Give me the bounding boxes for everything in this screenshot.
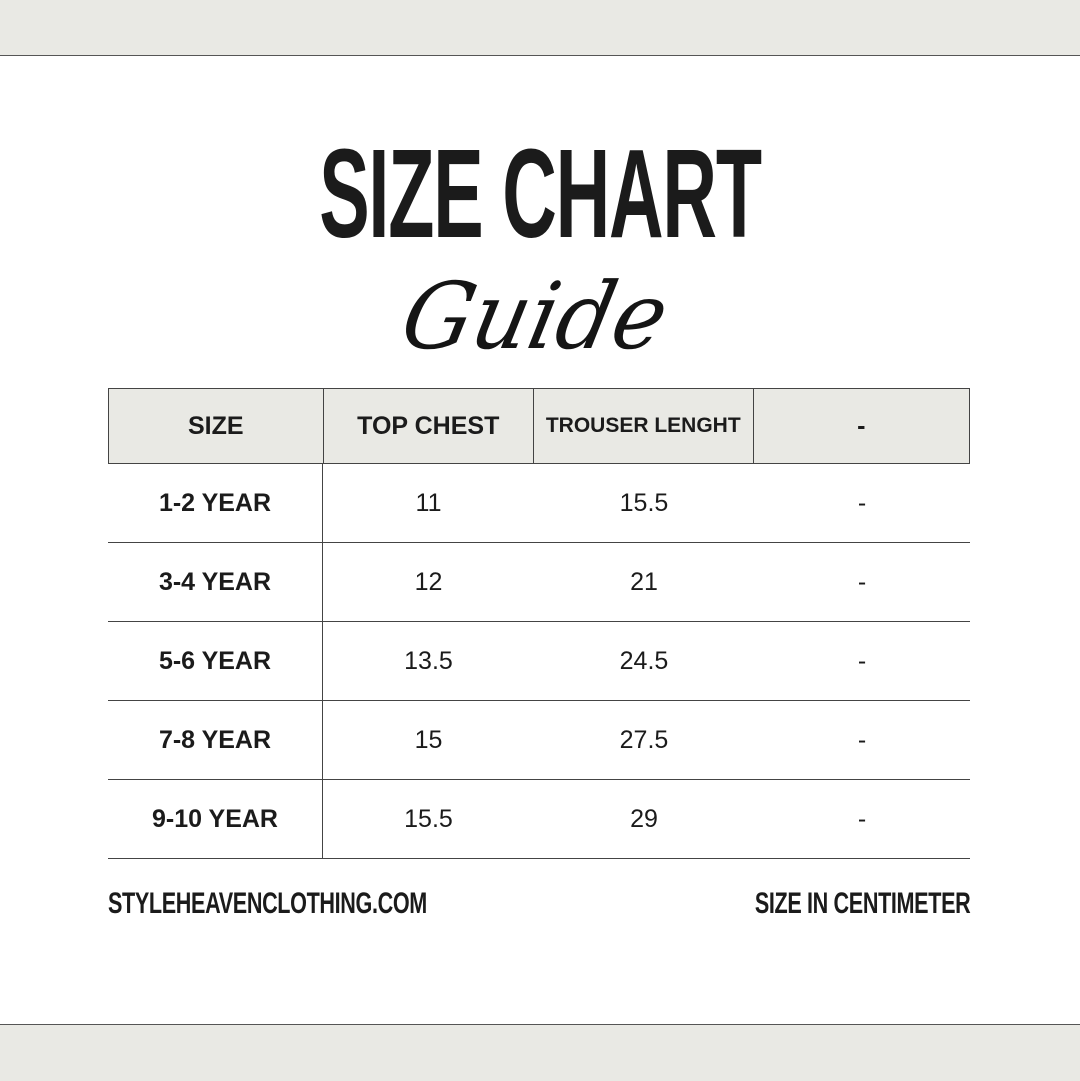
cell-top-chest: 13.5 <box>404 646 453 675</box>
cell-size: 9-10 YEAR <box>108 780 323 858</box>
table-row: 9-10 YEAR 15.5 29 - <box>108 780 970 859</box>
table-row: 7-8 YEAR 15 27.5 - <box>108 701 970 780</box>
cell-trouser-length: 21 <box>630 567 658 596</box>
cell-top-chest: 12 <box>414 567 443 596</box>
table-row: 1-2 YEAR 11 15.5 - <box>108 464 970 543</box>
cell-trouser-length: 27.5 <box>619 725 669 754</box>
cell-trouser-length: 29 <box>630 804 658 833</box>
cell-trouser-length: 24.5 <box>619 646 669 675</box>
unit-note: SIZE IN CENTIMETER <box>671 886 970 922</box>
cell-extra: - <box>857 488 867 517</box>
website-text: STYLEHEAVENCLOTHING.COM <box>108 887 427 920</box>
cell-size: 3-4 YEAR <box>108 543 323 621</box>
unit-note-text: SIZE IN CENTIMETER <box>754 887 970 920</box>
header-size: SIZE <box>109 389 324 463</box>
cell-size: 5-6 YEAR <box>108 622 323 700</box>
cell-extra: - <box>857 804 867 833</box>
page-title: SIZE CHART <box>0 123 1080 264</box>
cell-extra: - <box>857 725 867 754</box>
bottom-band <box>0 1024 1080 1081</box>
cell-top-chest: 15.5 <box>404 804 453 833</box>
cell-extra: - <box>857 646 867 675</box>
table-body: 1-2 YEAR 11 15.5 - 3-4 YEAR 12 21 - 5-6 YEAR 13.5… <box>108 464 970 859</box>
cell-top-chest: 11 <box>415 488 442 517</box>
header-extra: - <box>857 411 866 440</box>
website-label: STYLEHEAVENCLOTHING.COM <box>108 886 551 922</box>
top-band <box>0 0 1080 56</box>
size-table: SIZE TOP CHEST TROUSER LENGHT - 1-2 YEAR… <box>108 388 970 859</box>
table-row: 5-6 YEAR 13.5 24.5 - <box>108 622 970 701</box>
cell-extra: - <box>857 567 867 596</box>
header-top-chest: TOP CHEST <box>324 389 535 463</box>
cell-top-chest: 15 <box>414 725 443 754</box>
table-header: SIZE TOP CHEST TROUSER LENGHT - <box>108 388 970 464</box>
cell-trouser-length: 15.5 <box>619 488 669 517</box>
title-text: SIZE CHART <box>319 123 762 264</box>
cell-size: 7-8 YEAR <box>108 701 323 779</box>
table-row: 3-4 YEAR 12 21 - <box>108 543 970 622</box>
subtitle-script: Guide <box>392 263 678 370</box>
header-trouser-length: TROUSER LENGHT <box>534 389 754 463</box>
cell-size: 1-2 YEAR <box>108 464 323 542</box>
